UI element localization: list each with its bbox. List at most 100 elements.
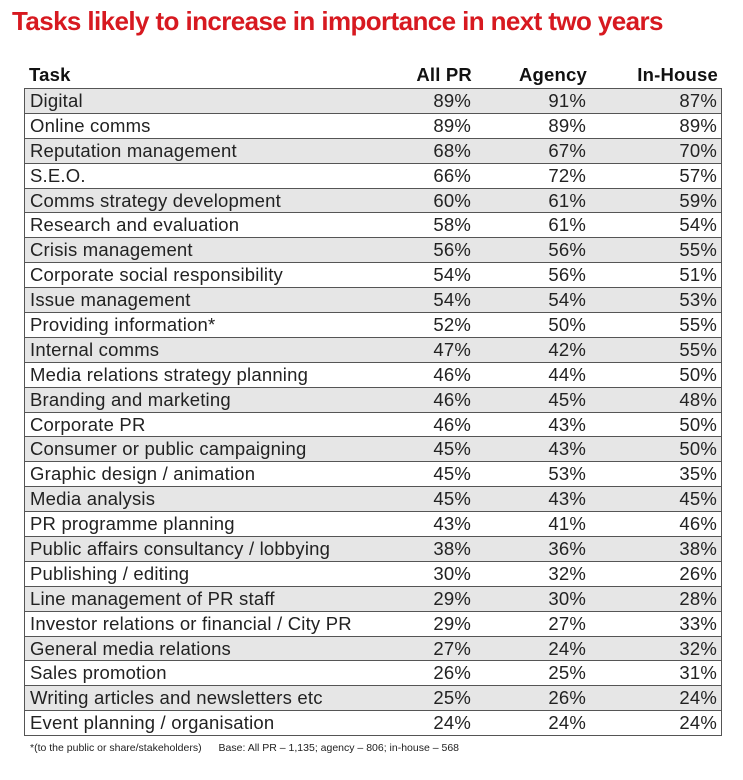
row-in-house: 54% — [679, 214, 717, 236]
row-in-house: 31% — [679, 662, 717, 684]
row-all-pr: 89% — [433, 89, 471, 111]
row-all-pr: 54% — [433, 264, 471, 286]
row-agency: 26% — [548, 687, 586, 709]
footnote-note: *(to the public or share/stakeholders) — [30, 742, 202, 754]
table-row: Publishing / editing 30% 32% 26% — [25, 562, 721, 587]
row-task: Issue management — [30, 289, 191, 311]
row-in-house: 70% — [679, 139, 717, 161]
table-row: Branding and marketing 46% 45% 48% — [25, 387, 721, 413]
row-agency: 44% — [548, 363, 586, 385]
table-row: Line management of PR staff 29% 30% 28% — [25, 586, 721, 612]
table-row: Graphic design / animation 45% 53% 35% — [25, 462, 721, 488]
row-in-house: 38% — [679, 537, 717, 559]
row-task: Line management of PR staff — [30, 587, 275, 609]
row-agency: 41% — [548, 513, 586, 535]
table-row: Comms strategy development 60% 61% 59% — [25, 188, 721, 214]
row-task: Graphic design / animation — [30, 463, 256, 485]
row-in-house: 55% — [679, 313, 717, 335]
row-in-house: 28% — [679, 587, 717, 609]
row-in-house: 50% — [679, 438, 717, 460]
row-task: Event planning / organisation — [30, 712, 275, 734]
row-task: Branding and marketing — [30, 388, 231, 410]
row-agency: 56% — [548, 264, 586, 286]
row-agency: 53% — [548, 463, 586, 485]
row-all-pr: 52% — [433, 313, 471, 335]
row-all-pr: 54% — [433, 289, 471, 311]
row-agency: 56% — [548, 239, 586, 261]
table-row: Media relations strategy planning 46% 44% 5… — [25, 363, 721, 388]
row-in-house: 55% — [679, 338, 717, 360]
row-agency: 61% — [548, 189, 586, 211]
row-all-pr: 45% — [433, 463, 471, 485]
row-task: Public affairs consultancy / lobbying — [30, 537, 331, 559]
table-row: Issue management 54% 54% 53% — [25, 288, 721, 314]
row-task: Research and evaluation — [30, 214, 240, 236]
table-row: PR programme planning 43% 41% 46% — [25, 512, 721, 538]
table-row: Media analysis 45% 43% 45% — [25, 487, 721, 513]
row-all-pr: 38% — [433, 537, 471, 559]
row-task: Corporate PR — [30, 413, 146, 435]
row-all-pr: 29% — [433, 612, 471, 634]
row-task: Investor relations or financial / City P… — [30, 612, 352, 634]
row-all-pr: 43% — [433, 513, 471, 535]
header-task: Task — [29, 64, 71, 85]
row-in-house: 32% — [679, 637, 717, 659]
table-row: General media relations 27% 24% 32% — [25, 636, 721, 662]
table-row: Sales promotion 26% 25% 31% — [25, 661, 721, 687]
row-in-house: 33% — [679, 612, 717, 634]
row-in-house: 87% — [679, 89, 717, 111]
row-in-house: 59% — [679, 189, 717, 211]
row-task: Media analysis — [30, 488, 156, 510]
table-body: Digital 89% 91% 87% Online comms 89% 89% 89% Rep… — [24, 88, 722, 737]
table-row: Digital 89% 91% 87% — [25, 89, 721, 114]
row-all-pr: 45% — [433, 488, 471, 510]
row-in-house: 46% — [679, 513, 717, 535]
row-all-pr: 30% — [433, 562, 471, 584]
row-task: Media relations strategy planning — [30, 363, 309, 385]
header-in-house: In-House — [637, 64, 718, 85]
row-all-pr: 25% — [433, 687, 471, 709]
row-task: Internal comms — [30, 338, 160, 360]
table-row: Corporate social responsibility 54% 56% 51% — [25, 263, 721, 289]
table-row: Corporate PR 46% 43% 50% — [25, 413, 721, 438]
table-row: Public affairs consultancy / lobbying 38%… — [25, 537, 721, 562]
row-agency: 54% — [548, 289, 586, 311]
row-agency: 72% — [548, 164, 586, 186]
row-task: Corporate social responsibility — [30, 264, 283, 286]
row-task: S.E.O. — [30, 164, 86, 186]
row-all-pr: 46% — [433, 363, 471, 385]
row-agency: 89% — [548, 114, 586, 136]
row-agency: 36% — [548, 537, 586, 559]
row-task: General media relations — [30, 637, 232, 659]
table-row: Research and evaluation 58% 61% 54% — [25, 213, 721, 239]
row-agency: 42% — [548, 338, 586, 360]
row-in-house: 53% — [679, 289, 717, 311]
table-row: S.E.O. 66% 72% 57% — [25, 164, 721, 189]
header-all-pr: All PR — [416, 64, 472, 85]
row-agency: 43% — [548, 413, 586, 435]
row-in-house: 45% — [679, 488, 717, 510]
row-agency: 91% — [548, 89, 586, 111]
row-all-pr: 60% — [433, 189, 471, 211]
row-in-house: 57% — [679, 164, 717, 186]
table-row: Consumer or public campaigning 45% 43% 50% — [25, 437, 721, 463]
row-agency: 24% — [548, 712, 586, 734]
row-agency: 24% — [548, 637, 586, 659]
row-in-house: 55% — [679, 239, 717, 261]
row-in-house: 51% — [679, 264, 717, 286]
row-in-house: 50% — [679, 363, 717, 385]
row-all-pr: 66% — [433, 164, 471, 186]
table-row: Crisis management 56% 56% 55% — [25, 238, 721, 264]
row-all-pr: 46% — [433, 413, 471, 435]
row-task: Providing information* — [30, 313, 216, 335]
footnote-base: Base: All PR – 1,135; agency – 806; in-h… — [218, 742, 460, 754]
row-in-house: 24% — [679, 712, 717, 734]
footnote: *(to the public or share/stakeholders) B… — [30, 742, 473, 754]
row-all-pr: 27% — [433, 637, 471, 659]
row-task: Consumer or public campaigning — [30, 438, 307, 460]
table-row: Online comms 89% 89% 89% — [25, 114, 721, 139]
row-all-pr: 68% — [433, 139, 471, 161]
table-row: Writing articles and newsletters etc 25% 2… — [25, 686, 721, 712]
row-task: Writing articles and newsletters etc — [30, 687, 323, 709]
chart-title: Tasks likely to increase in importance i… — [12, 6, 663, 36]
